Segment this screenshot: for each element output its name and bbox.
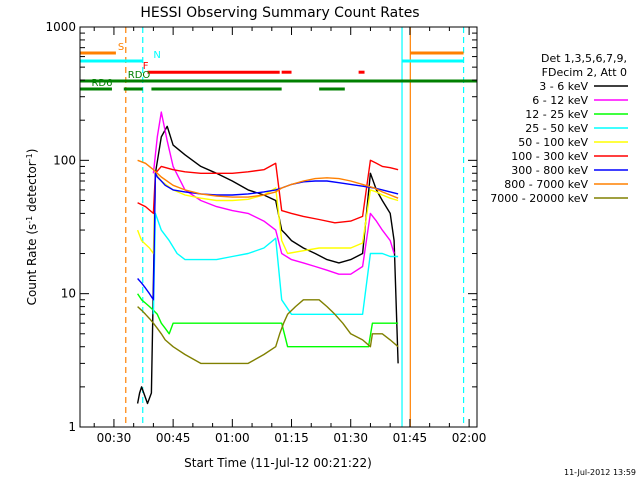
series-line-5 — [137, 159, 399, 224]
legend-entry-label-5: 100 - 300 keV — [511, 150, 588, 163]
chart-title: HESSI Observing Summary Count Rates — [140, 5, 419, 21]
legend-entry-label-0: 3 - 6 keV — [539, 80, 588, 93]
legend-entry-label-7: 800 - 7000 keV — [504, 178, 588, 191]
x-tick-label-2: 01:00 — [215, 431, 250, 445]
series-layer — [136, 111, 399, 405]
x-tick-label-3: 01:15 — [274, 431, 309, 445]
x-axis-ticks: 00:30 00:45 01:00 01:15 01:30 01:45 02:00 — [93, 27, 487, 445]
y-axis-ticks: 1 10 100 1000 — [45, 20, 477, 434]
flag-label-3: RDO — [128, 70, 151, 81]
flag-label-4: RD6 — [91, 78, 112, 89]
x-tick-label-5: 01:45 — [393, 431, 428, 445]
y-tick-label-2: 100 — [53, 153, 76, 167]
series-line-8 — [137, 299, 399, 365]
x-tick-label-6: 02:00 — [452, 431, 487, 445]
x-tick-label-0: 00:30 — [97, 431, 132, 445]
vertical-markers — [125, 27, 465, 427]
legend-entry-label-6: 300 - 800 keV — [511, 164, 588, 177]
y-tick-label-1: 10 — [61, 287, 76, 301]
legend-header-line-2: FDecim 2, Att 0 — [542, 66, 627, 79]
legend-entry-label-2: 12 - 25 keV — [525, 108, 588, 121]
flag-label-2: F — [143, 61, 149, 72]
y-axis-label: Count Rate (s-1 detector-1) — [25, 149, 40, 306]
series-line-2 — [137, 293, 399, 348]
x-tick-label-1: 00:45 — [156, 431, 191, 445]
legend-entry-label-8: 7000 - 20000 keV — [490, 192, 588, 205]
flag-label-1: N — [153, 50, 160, 61]
series-line-3 — [152, 212, 399, 315]
series-line-7 — [137, 159, 399, 199]
series-line-6 — [137, 172, 399, 301]
legend-header-line-1: Det 1,3,5,6,7,9, — [541, 52, 627, 65]
legend-entry-label-4: 50 - 100 keV — [518, 136, 588, 149]
flag-label-0: S — [118, 42, 124, 53]
x-tick-label-4: 01:30 — [333, 431, 368, 445]
legend: Det 1,3,5,6,7,9, FDecim 2, Att 0 3 - 6 k… — [490, 52, 628, 205]
x-axis-label: Start Time (11-Jul-12 00:21:22) — [184, 456, 372, 470]
legend-entry-label-1: 6 - 12 keV — [532, 94, 588, 107]
legend-entry-label-3: 25 - 50 keV — [525, 122, 588, 135]
y-tick-label-0: 1 — [68, 420, 76, 434]
plot-frame — [79, 26, 478, 428]
timestamp: 11-Jul-2012 13:59 — [564, 468, 636, 477]
y-tick-label-3: 1000 — [45, 20, 76, 34]
series-line-1 — [152, 111, 395, 275]
